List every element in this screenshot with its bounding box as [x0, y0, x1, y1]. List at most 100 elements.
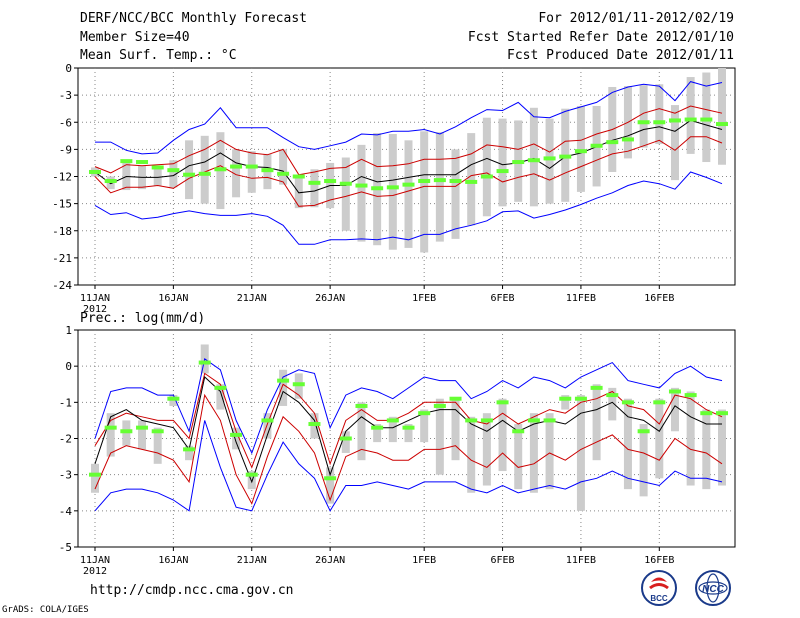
- observed-marker: [574, 396, 587, 401]
- forecast-produced-date: Fcst Produced Date 2012/01/11: [507, 48, 734, 63]
- member-size-label: Member Size=40: [80, 30, 190, 45]
- x-tick-label: 6FEB: [491, 293, 515, 304]
- range-bar: [357, 402, 366, 461]
- y-tick-label: -24: [52, 279, 72, 292]
- range-bar: [341, 157, 350, 231]
- range-bar: [467, 416, 476, 493]
- range-bar: [200, 135, 209, 204]
- observed-marker: [465, 179, 478, 184]
- range-bar: [670, 387, 679, 432]
- x-year-label: 2012: [83, 304, 107, 315]
- range-bar: [718, 409, 726, 486]
- observed-marker: [716, 411, 728, 416]
- range-bar: [482, 117, 491, 217]
- range-bar: [592, 384, 601, 461]
- x-tick-label: 11JAN: [80, 555, 110, 566]
- observed-marker: [308, 422, 321, 427]
- observed-marker: [527, 158, 540, 163]
- y-tick-label: -2: [59, 433, 72, 446]
- observed-marker: [402, 182, 415, 187]
- x-tick-label: 26JAN: [315, 293, 345, 304]
- observed-marker: [700, 411, 713, 416]
- observed-marker: [480, 174, 493, 179]
- range-bar: [498, 118, 507, 207]
- y-tick-label: -3: [59, 469, 72, 482]
- forecast-period: For 2012/01/11-2012/02/19: [538, 11, 734, 26]
- observed-marker: [496, 169, 509, 174]
- observed-marker: [512, 160, 525, 165]
- x-tick-label: 26JAN: [315, 555, 345, 566]
- website-url[interactable]: http://cmdp.ncc.cma.gov.cn: [90, 583, 294, 598]
- observed-marker: [277, 171, 290, 176]
- observed-marker: [433, 178, 446, 183]
- observed-marker: [324, 179, 337, 184]
- observed-marker: [637, 429, 650, 434]
- observed-marker: [245, 472, 258, 477]
- observed-marker: [606, 140, 619, 145]
- range-bar: [279, 149, 288, 185]
- range-bar: [138, 420, 147, 450]
- y-tick-label: -15: [52, 198, 72, 211]
- range-bar: [404, 424, 413, 443]
- observed-marker: [167, 168, 180, 173]
- range-bar: [247, 471, 256, 490]
- forecast-start-date: Fcst Started Refer Date 2012/01/10: [467, 30, 734, 45]
- range-bar: [608, 387, 617, 421]
- observed-marker: [214, 385, 227, 390]
- observed-marker: [371, 186, 384, 191]
- observed-marker: [433, 403, 446, 408]
- range-bar: [451, 398, 460, 461]
- x-tick-label: 16JAN: [158, 293, 188, 304]
- range-bar: [91, 463, 99, 493]
- observed-marker: [198, 171, 211, 176]
- observed-marker: [371, 425, 384, 430]
- observed-marker: [120, 429, 133, 434]
- range-bar: [670, 105, 679, 181]
- precipitation-panel: 1 0 -1 -2 -3 -4 -5 11JAN 16JAN 21JAN 26JAN 1FEB 6FEB…: [59, 324, 736, 577]
- observed-marker: [574, 149, 587, 154]
- observed-marker: [590, 385, 603, 390]
- observed-marker: [543, 156, 556, 161]
- y-tick-label: -12: [52, 171, 72, 184]
- range-bar: [232, 427, 241, 450]
- range-bar: [467, 133, 476, 226]
- observed-marker: [183, 447, 196, 452]
- range-bar: [326, 467, 335, 504]
- observed-marker: [104, 179, 117, 184]
- y-tick-label: -1: [59, 396, 72, 409]
- x-tick-label: 16FEB: [644, 555, 674, 566]
- observed-marker: [418, 411, 431, 416]
- y-tick-label: -5: [59, 541, 72, 554]
- observed-marker: [606, 393, 619, 398]
- range-bar: [388, 134, 397, 250]
- range-bar: [420, 131, 429, 253]
- range-bar: [341, 431, 350, 453]
- x-tick-label: 11JAN: [80, 293, 110, 304]
- range-bar: [435, 398, 444, 475]
- observed-marker: [716, 122, 728, 127]
- logo-group: BCC NCC: [641, 570, 731, 606]
- observed-marker: [355, 403, 368, 408]
- observed-marker: [355, 183, 368, 188]
- y-tick-label: 0: [65, 360, 72, 373]
- observed-marker: [637, 120, 650, 125]
- range-bar: [639, 424, 648, 497]
- temperature-panel: 0 -3 -6 -9 -12 -15 -18 -21 -24 11JAN 16JAN 21JAN 26J…: [52, 62, 736, 315]
- grads-credit: GrADS: COLA/IGES: [2, 605, 89, 615]
- variable-label: Mean Surf. Temp.: °C: [80, 48, 237, 63]
- observed-marker: [292, 174, 305, 179]
- x-tick-label: 16JAN: [158, 555, 188, 566]
- range-bar: [247, 151, 256, 193]
- observed-marker: [214, 167, 227, 172]
- observed-marker: [402, 425, 415, 430]
- observed-marker: [668, 389, 681, 394]
- observed-marker: [512, 429, 525, 434]
- observed-marker: [324, 476, 337, 481]
- range-bar: [655, 398, 664, 479]
- observed-marker: [621, 400, 634, 405]
- observed-marker: [183, 172, 196, 177]
- x-tick-label: 21JAN: [237, 555, 267, 566]
- ncc-logo-text: NCC: [702, 584, 724, 595]
- range-bar: [185, 140, 194, 200]
- observed-marker: [480, 418, 493, 423]
